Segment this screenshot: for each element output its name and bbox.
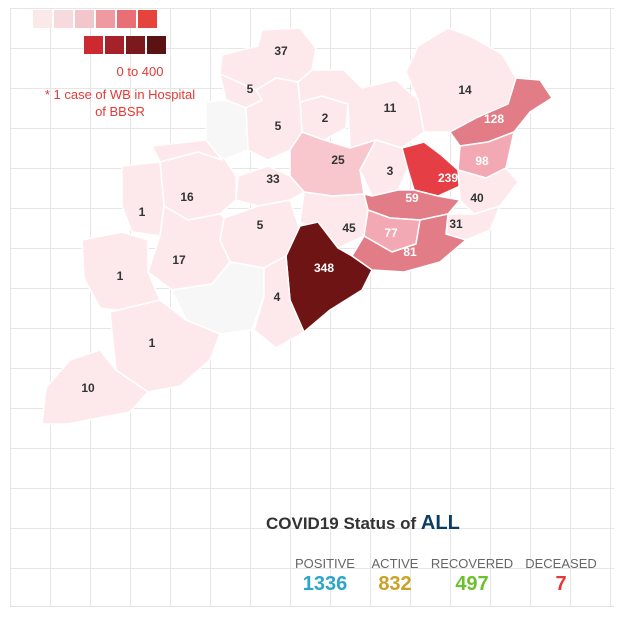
legend-swatch [84, 36, 103, 54]
stat-deceased: DECEASED 7 [522, 556, 600, 596]
legend-note-line1: * 1 case of WB in Hospital [44, 87, 196, 102]
legend-swatch [138, 10, 157, 28]
stat-recovered: RECOVERED 497 [428, 556, 516, 596]
district-count-label: 33 [266, 172, 280, 186]
district-count-label: 239 [438, 171, 458, 185]
district-count-label: 98 [475, 154, 489, 168]
district-count-label: 81 [403, 245, 417, 259]
district-count-label: 5 [275, 119, 282, 133]
district-count-label: 17 [172, 253, 186, 267]
stat-positive-label: POSITIVE [295, 556, 355, 571]
district-region[interactable] [41, 349, 149, 425]
district-count-label: 37 [274, 44, 288, 58]
stat-active: ACTIVE 832 [366, 556, 424, 596]
stat-active-label: ACTIVE [371, 556, 419, 571]
district-count-label: 59 [405, 191, 419, 205]
district-count-label: 1 [139, 205, 146, 219]
district-count-label: 348 [314, 261, 334, 275]
legend-swatch [75, 10, 94, 28]
stat-positive-value: 1336 [302, 573, 348, 595]
district-count-label: 25 [331, 153, 345, 167]
legend-scale-dark [84, 36, 166, 54]
legend-swatch [126, 36, 145, 54]
status-title-prefix: COVID19 Status of [266, 514, 421, 533]
district-count-label: 1 [149, 336, 156, 350]
district-region[interactable] [235, 165, 305, 207]
district-region[interactable] [253, 255, 305, 349]
district-count-label: 11 [384, 101, 397, 115]
legend-swatch [54, 10, 73, 28]
stat-recovered-label: RECOVERED [430, 556, 514, 571]
district-count-label: 3 [387, 164, 394, 178]
district-count-label: 4 [274, 290, 281, 304]
stat-recovered-value: 497 [455, 573, 489, 595]
legend-scale-light [33, 10, 157, 28]
district-count-label: 14 [458, 83, 472, 97]
district-region[interactable] [151, 139, 223, 163]
district-count-label: 10 [81, 381, 95, 395]
status-title: COVID19 Status of ALL [266, 512, 460, 535]
district-region[interactable] [147, 205, 231, 291]
district-count-label: 40 [470, 191, 484, 205]
district-count-label: 16 [180, 190, 194, 204]
district-region[interactable] [401, 141, 461, 197]
stat-deceased-value: 7 [555, 573, 567, 595]
district-count-label: 128 [484, 112, 504, 126]
district-count-label: 2 [322, 111, 329, 125]
legend-swatch [117, 10, 136, 28]
legend-note: * 1 case of WB in Hospital of BBSR [20, 86, 220, 120]
district-count-label: 77 [384, 226, 398, 240]
stat-positive: POSITIVE 1336 [290, 556, 360, 596]
stat-active-value: 832 [378, 573, 412, 595]
legend-swatch [96, 10, 115, 28]
legend-swatch [33, 10, 52, 28]
legend-note-line2: of BBSR [95, 104, 145, 119]
district-count-label: 45 [342, 221, 356, 235]
status-scope: ALL [420, 512, 460, 534]
district-count-label: 1 [117, 269, 124, 283]
legend-range-text: 0 to 400 [116, 64, 164, 79]
legend-swatch [147, 36, 166, 54]
stat-deceased-label: DECEASED [525, 556, 597, 571]
district-count-label: 5 [247, 82, 254, 96]
district-count-label: 5 [257, 218, 264, 232]
district-region[interactable] [121, 161, 165, 237]
district-region[interactable] [457, 167, 519, 215]
legend-swatch [105, 36, 124, 54]
district-count-label: 31 [449, 217, 463, 231]
